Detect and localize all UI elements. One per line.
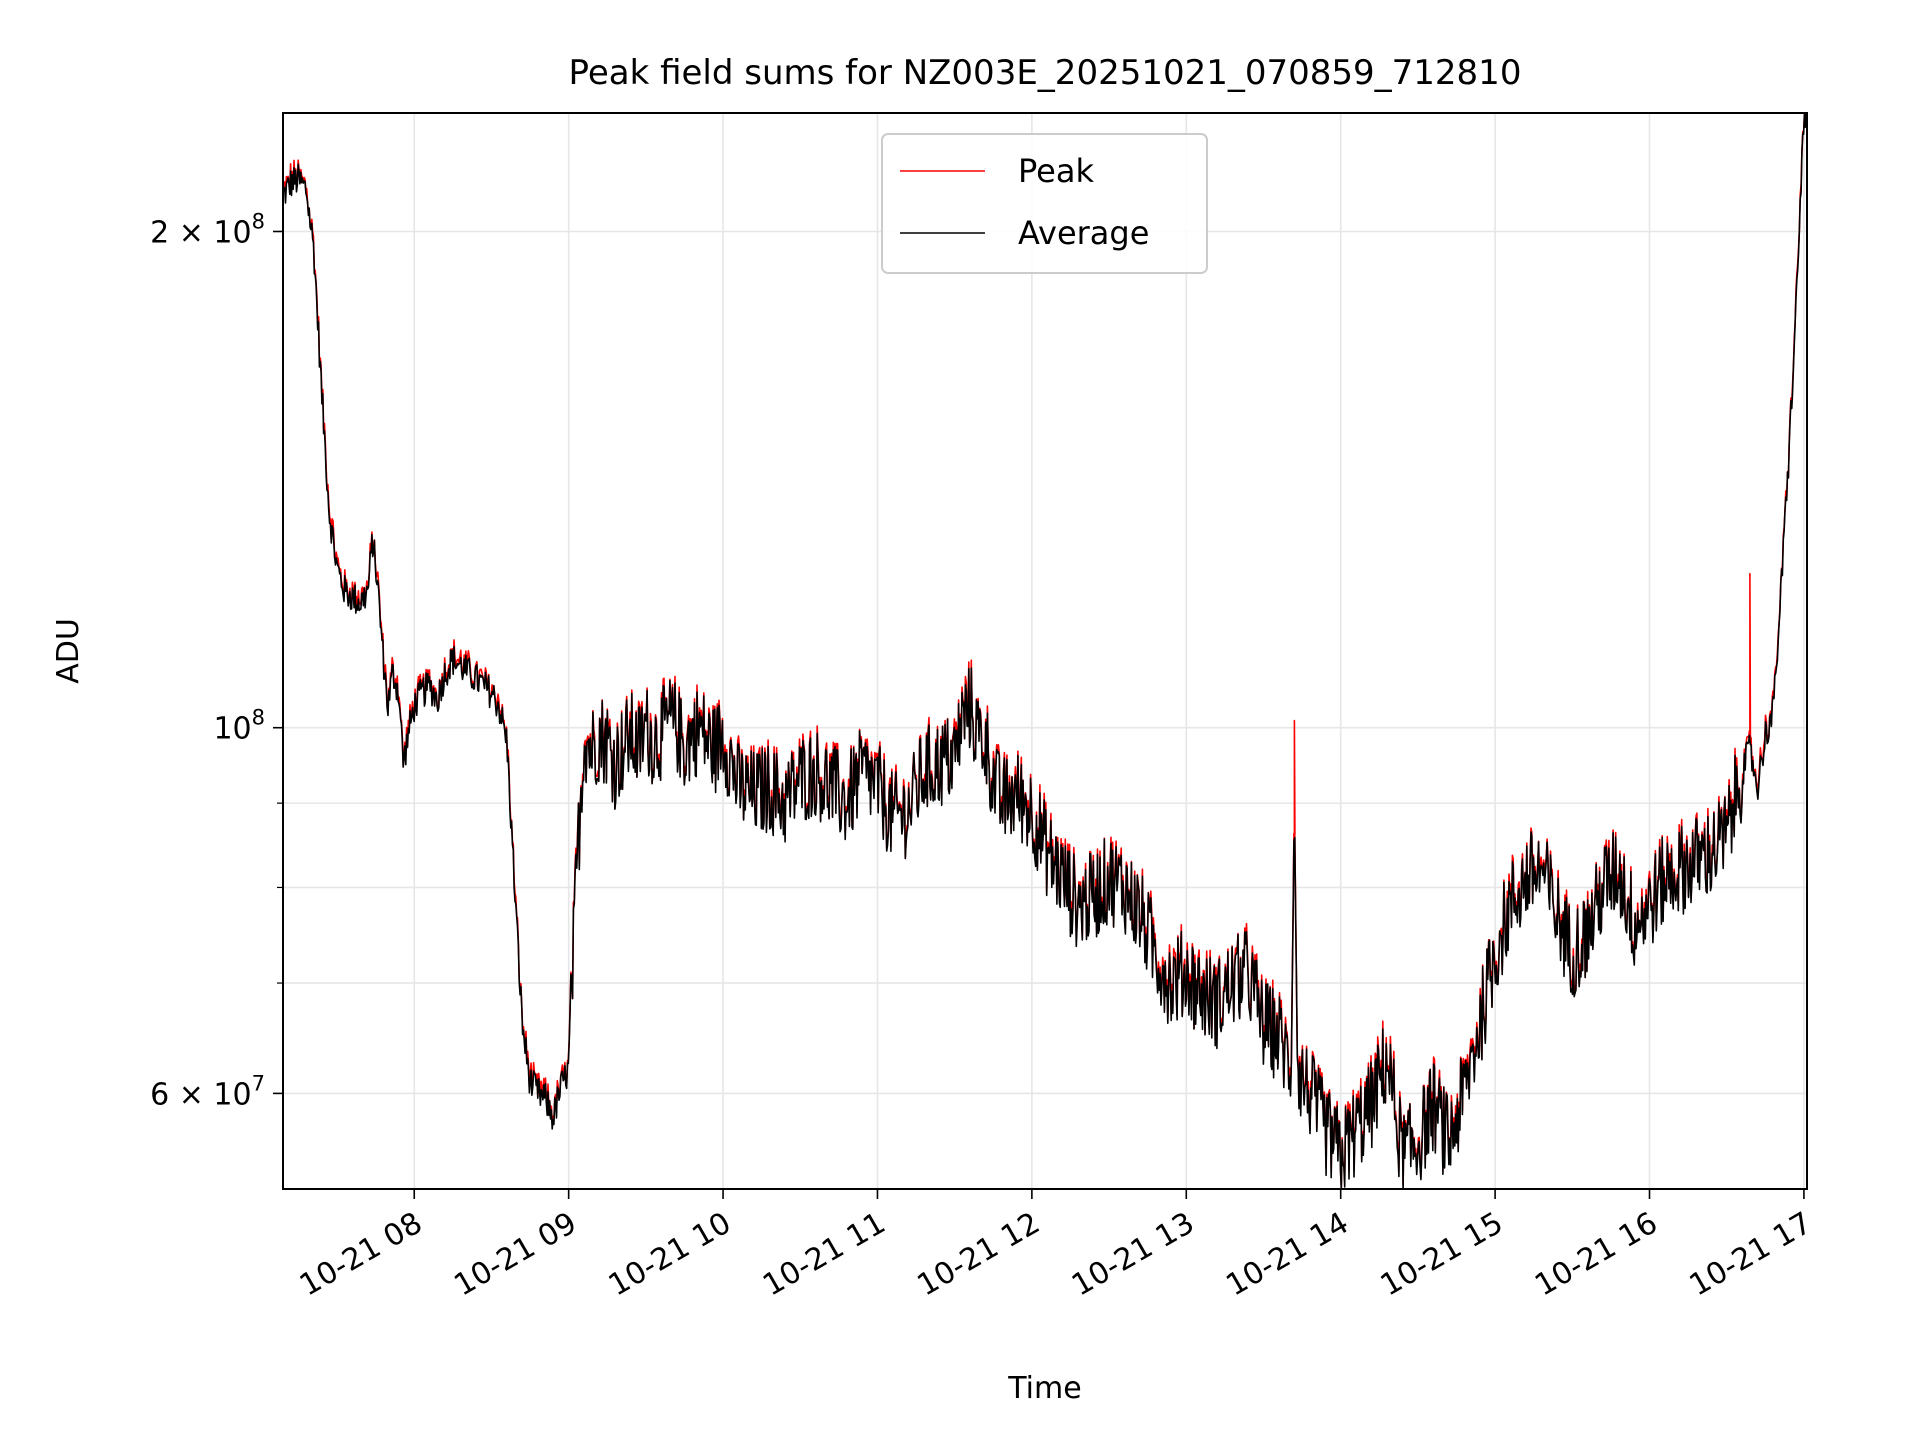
y-tick-label: 2 × 108	[150, 209, 265, 250]
plot-frame	[282, 112, 1808, 1190]
legend: Peak Average	[881, 133, 1208, 274]
series-layer	[282, 112, 1807, 1190]
y-tick-label-base: 10	[213, 712, 251, 747]
y-tick-label: 108	[213, 706, 265, 747]
y-tick-label-exponent: 8	[252, 706, 265, 730]
y-tick-label-exponent: 8	[252, 209, 265, 233]
chart-title: Peak field sums for NZ003E_20251021_0708…	[569, 53, 1522, 93]
y-axis-label: ADU	[51, 618, 86, 684]
legend-average-label: Average	[1018, 214, 1149, 252]
y-tick-label-exponent: 7	[252, 1071, 265, 1095]
grid-layer	[283, 113, 1807, 1189]
legend-box	[881, 133, 1208, 274]
y-tick-label-base: 2 × 10	[150, 215, 251, 250]
legend-peak-label: Peak	[1018, 152, 1094, 190]
series-line-average	[282, 112, 1807, 1190]
y-tick-label: 6 × 107	[150, 1071, 265, 1112]
y-tick-label-base: 6 × 10	[150, 1077, 251, 1112]
x-axis-label: Time	[1007, 1371, 1081, 1406]
